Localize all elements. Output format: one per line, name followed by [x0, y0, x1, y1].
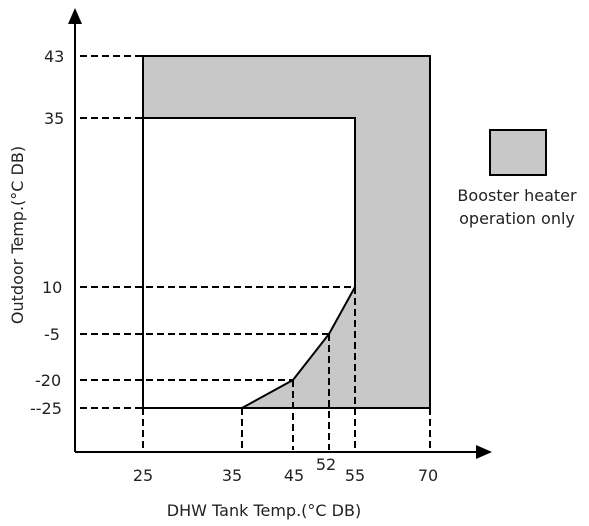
legend-swatch [489, 129, 547, 176]
booster-region-top [143, 56, 430, 408]
y-tick-10: 10 [42, 278, 62, 297]
y-tick-minus5: -5 [44, 325, 60, 344]
x-tick-45: 45 [284, 466, 304, 485]
x-tick-35: 35 [222, 466, 242, 485]
y-axis-title: Outdoor Temp.(°C DB) [8, 146, 27, 324]
y-tick-43: 43 [44, 47, 64, 66]
x-tick-55: 55 [345, 466, 365, 485]
legend-label-line1: Booster heater [457, 186, 577, 205]
legend-label-line2: operation only [459, 209, 575, 228]
x-tick-25: 25 [133, 466, 153, 485]
y-tick-35: 35 [44, 109, 64, 128]
booster-region-bottom [242, 287, 355, 408]
x-tick-70: 70 [418, 466, 438, 485]
y-axis-arrow [68, 8, 82, 24]
y-tick-minus25: --25 [30, 399, 62, 418]
x-axis-title: DHW Tank Temp.(°C DB) [167, 501, 361, 520]
x-tick-52: 52 [316, 455, 336, 474]
y-tick-minus20: -20 [35, 371, 61, 390]
inner-boundary [143, 117, 356, 409]
x-axis-arrow [476, 445, 492, 459]
outer-boundary [142, 55, 431, 409]
